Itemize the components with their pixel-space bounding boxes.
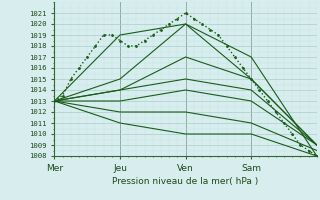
X-axis label: Pression niveau de la mer( hPa ): Pression niveau de la mer( hPa ) [112, 177, 259, 186]
